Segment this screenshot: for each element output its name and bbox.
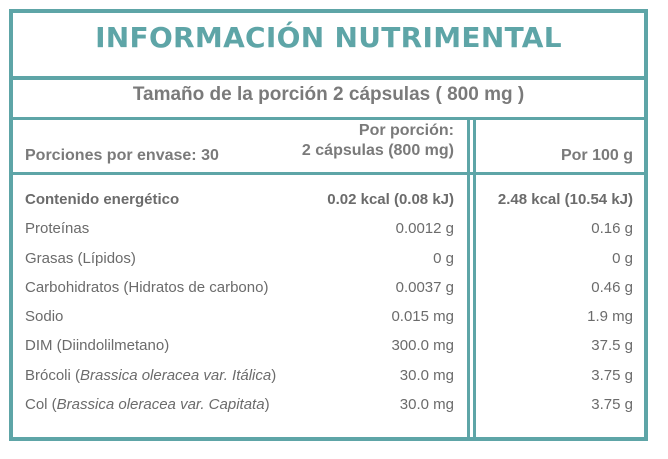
per-serving-value: 0.0012 g <box>395 220 454 238</box>
per-serving-header-line1: Por porción: <box>358 122 454 139</box>
per-100g-value: 37.5 g <box>591 337 633 355</box>
table-row: Sodio 0.015 mg 1.9 mg <box>13 308 644 337</box>
per-serving-value: 30.0 mg <box>399 366 454 384</box>
per-serving-value: 0.02 kcal (0.08 kJ) <box>327 191 454 208</box>
per-100g-value: 1.9 mg <box>587 308 633 326</box>
per-100g-value: 3.75 g <box>591 396 633 414</box>
divider-line <box>13 172 644 175</box>
per-100g-value: 0 g <box>612 249 633 267</box>
per-100g-value: 2.48 kcal (10.54 kJ) <box>497 191 633 208</box>
per-serving-value: 0.0037 g <box>395 278 454 296</box>
serving-size: Tamaño de la porción 2 cápsulas ( 800 mg… <box>132 84 525 105</box>
divider-line <box>13 76 644 80</box>
column-divider <box>473 117 476 437</box>
nutrient-name: Grasas (Lípidos) <box>25 249 136 267</box>
nutrient-name: DIM (Diindolilmetano) <box>25 337 170 355</box>
per-serving-value: 300.0 mg <box>391 337 454 355</box>
per-100g-value: 3.75 g <box>591 366 633 384</box>
nutrient-name: Carbohidratos (Hidratos de carbono) <box>25 278 269 296</box>
per-100g-header: Por 100 g <box>560 147 633 164</box>
table-row: Carbohidratos (Hidratos de carbono) 0.00… <box>13 279 644 308</box>
per-serving-value: 0.015 mg <box>391 308 454 326</box>
per-100g-value: 0.16 g <box>591 220 633 238</box>
divider-line <box>13 117 644 120</box>
nutrition-facts-panel: INFORMACIÓN NUTRIMENTAL Tamaño de la por… <box>9 9 648 441</box>
scientific-name: Brassica oleracea var. Capitata <box>56 396 265 414</box>
per-serving-header: Por porción: 2 cápsulas (800 mg) <box>302 121 454 161</box>
per-serving-header-line2: 2 cápsulas (800 mg) <box>301 142 454 159</box>
servings-per-container: Porciones por envase: 30 <box>25 147 219 164</box>
nutrient-name: Brócoli (Brassica oleracea var. Itálica) <box>25 367 276 384</box>
table-row: DIM (Diindolilmetano) 300.0 mg 37.5 g <box>13 337 644 366</box>
name-suffix: ) <box>271 366 277 384</box>
name-prefix: Col ( <box>25 396 57 414</box>
nutrient-name: Proteínas <box>25 220 90 238</box>
nutrient-table: Contenido energético 0.02 kcal (0.08 kJ)… <box>13 191 644 425</box>
scientific-name: Brassica oleracea var. Itálica <box>80 366 272 384</box>
nutrient-name: Sodio <box>25 308 64 326</box>
table-row: Col (Brassica oleracea var. Capitata) 30… <box>13 396 644 425</box>
name-prefix: Brócoli ( <box>25 366 81 384</box>
table-row: Proteínas 0.0012 g 0.16 g <box>13 220 644 249</box>
column-divider <box>467 117 470 437</box>
per-100g-value: 0.46 g <box>591 278 633 296</box>
name-suffix: ) <box>264 396 270 414</box>
per-serving-value: 0 g <box>433 249 454 267</box>
per-serving-value: 30.0 mg <box>399 396 454 414</box>
nutrient-name: Col (Brassica oleracea var. Capitata) <box>25 396 270 413</box>
table-row: Grasas (Lípidos) 0 g 0 g <box>13 250 644 279</box>
panel-title: INFORMACIÓN NUTRIMENTAL <box>95 21 562 54</box>
nutrient-name: Contenido energético <box>25 191 180 208</box>
table-row: Contenido energético 0.02 kcal (0.08 kJ)… <box>13 191 644 220</box>
table-row: Brócoli (Brassica oleracea var. Itálica)… <box>13 367 644 396</box>
